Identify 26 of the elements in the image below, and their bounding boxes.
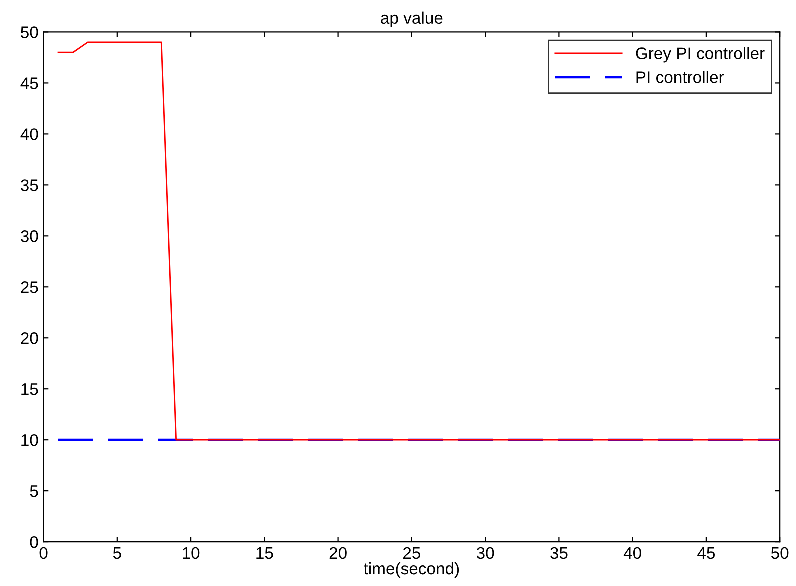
x-tick-label: 40 (624, 547, 642, 560)
x-tick-label: 30 (476, 547, 494, 560)
chart-title: ap value (381, 12, 443, 28)
y-tick-label: 25 (21, 282, 38, 294)
x-tick-label: 20 (330, 547, 347, 560)
y-tick-label: 5 (30, 486, 38, 498)
y-tick-label: 15 (22, 384, 38, 396)
y-tick-label: 45 (20, 78, 38, 90)
y-tick-label: 50 (21, 26, 38, 38)
y-tick-label: 20 (21, 332, 38, 344)
x-tick-label: 35 (550, 547, 568, 560)
y-tick-label: 30 (21, 230, 38, 242)
y-tick-label: 0 (30, 536, 38, 548)
x-tick-label: 10 (183, 547, 200, 560)
legend-label: PI controller (636, 71, 724, 84)
x-axis-title: time(second) (364, 562, 460, 578)
x-tick-label: 5 (113, 548, 122, 560)
x-tick-label: 25 (404, 547, 420, 560)
x-tick-label: 45 (698, 548, 716, 560)
x-tick-label: 0 (40, 547, 48, 560)
x-tick-label: 50 (771, 547, 789, 560)
x-tick-label: 15 (256, 548, 274, 560)
y-tick-label: 40 (20, 128, 38, 140)
legend-label: Grey PI controller (636, 47, 765, 63)
y-tick-label: 10 (22, 434, 38, 446)
y-tick-label: 35 (21, 180, 38, 192)
